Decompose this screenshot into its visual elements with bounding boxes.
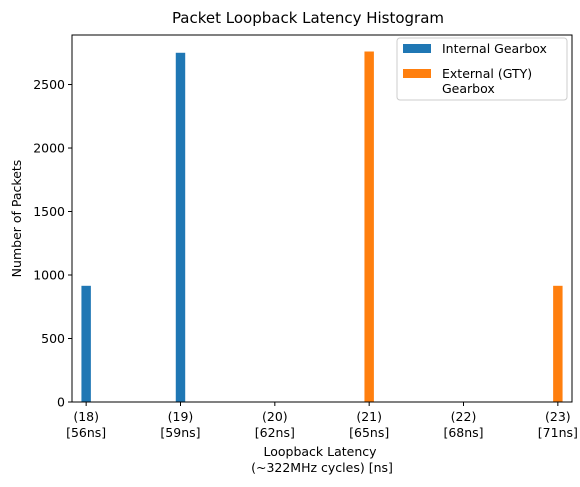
x-tick-label: (23) [71ns]: [538, 409, 578, 440]
x-tick-label-line: (21): [356, 409, 382, 424]
x-tick-label-line: [62ns]: [255, 425, 295, 440]
y-tick-label: 1500: [33, 204, 65, 219]
x-tick-label-line: [71ns]: [538, 425, 578, 440]
bar-external-21: [364, 51, 374, 402]
bar-internal-19: [175, 52, 186, 403]
legend-box: [396, 37, 568, 101]
x-tick-label: (21) [65ns]: [349, 409, 389, 440]
bars-group: [81, 51, 563, 403]
x-tick-label-line: (19): [168, 409, 194, 424]
x-axis-ticks: (18) [56ns] (19) [59ns] (20) [62ns] (21) [65ns]…: [66, 402, 578, 440]
x-tick-label-line: [59ns]: [160, 425, 200, 440]
x-tick-label-line: [65ns]: [349, 425, 389, 440]
y-axis-ticks: 0 500 1000 1500 2000 2500: [33, 77, 72, 410]
y-tick-label: 2000: [33, 141, 65, 156]
x-tick-label-line: (22): [451, 409, 477, 424]
x-tick-label-line: [68ns]: [443, 425, 483, 440]
x-tick-label-line: [56ns]: [66, 425, 106, 440]
x-tick-label-line: (18): [73, 409, 99, 424]
x-tick-label-line: (20): [262, 409, 288, 424]
x-tick-label: (18) [56ns]: [66, 409, 106, 440]
legend-swatch-internal: [403, 44, 431, 53]
legend-label-line: Gearbox: [442, 81, 495, 96]
y-axis-label: Number of Packets: [9, 160, 24, 278]
y-tick-label: 500: [41, 331, 65, 346]
x-tick-label: (20) [62ns]: [255, 409, 295, 440]
chart-title: Packet Loopback Latency Histogram: [172, 9, 444, 27]
y-tick-label: 0: [57, 395, 65, 410]
bar-internal-18: [81, 285, 91, 402]
x-tick-label-line: (23): [545, 409, 571, 424]
x-tick-label: (22) [68ns]: [443, 409, 483, 440]
legend-label-line: Internal Gearbox: [442, 41, 547, 56]
plot-frame: [71, 34, 573, 403]
bar-external-23: [553, 285, 563, 402]
y-tick-label: 2500: [33, 77, 65, 92]
x-tick-label: (19) [59ns]: [160, 409, 200, 440]
x-axis-label-line-2: (~322MHz cycles) [ns]: [251, 460, 393, 475]
legend-label-internal: Internal Gearbox: [442, 41, 547, 56]
legend: Internal Gearbox External (GTY) Gearbox: [396, 37, 568, 101]
x-axis-label-line-1: Loopback Latency: [263, 444, 377, 459]
x-axis-label: Loopback Latency (~322MHz cycles) [ns]: [251, 444, 393, 475]
legend-label-line: External (GTY): [442, 66, 532, 81]
legend-label-external: External (GTY) Gearbox: [442, 66, 532, 96]
legend-swatch-external: [403, 69, 431, 78]
y-tick-label: 1000: [33, 268, 65, 283]
